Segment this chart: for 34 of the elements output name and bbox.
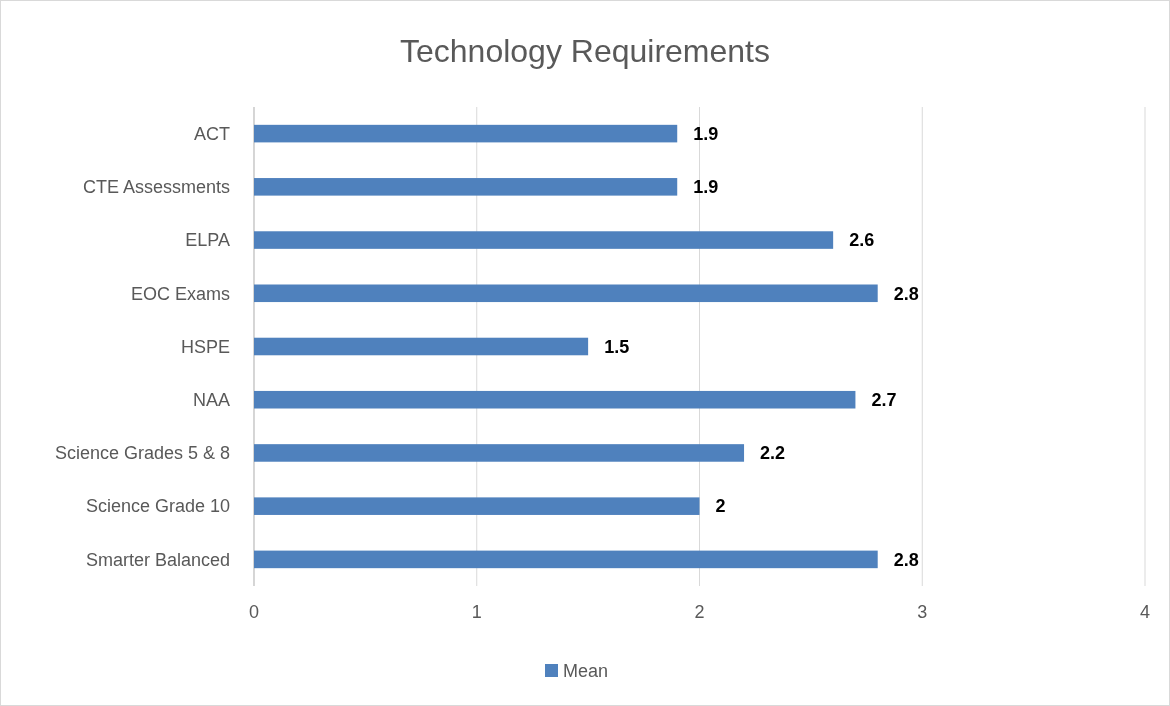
y-tick-label: NAA — [192, 390, 230, 411]
bar — [254, 444, 745, 462]
y-tick-label: EOC Exams — [130, 283, 230, 304]
bar — [254, 497, 700, 515]
chart-title: Technology Requirements — [400, 33, 770, 69]
bar — [254, 390, 856, 409]
y-tick-label: Smarter Balanced — [85, 549, 230, 570]
y-tick-label: Science Grades 5 & 8 — [54, 443, 230, 464]
x-tick-label: 3 — [917, 602, 928, 622]
data-label: 2.2 — [760, 443, 786, 464]
y-tick-label: Science Grade 10 — [85, 496, 230, 517]
y-tick-label: CTE Assessments — [82, 177, 230, 198]
x-tick-label: 1 — [471, 602, 482, 622]
data-label: 2.8 — [893, 549, 919, 570]
y-tick-label: ELPA — [185, 230, 230, 251]
x-tick-label: 2 — [694, 602, 705, 622]
data-label: 1.9 — [693, 123, 719, 144]
legend-label: Mean — [563, 661, 609, 682]
bar — [254, 284, 878, 303]
bar — [254, 178, 678, 196]
data-label: 2.7 — [871, 390, 897, 411]
bar — [254, 337, 589, 356]
bar — [254, 550, 878, 569]
bar — [254, 231, 834, 249]
y-tick-label: HSPE — [180, 336, 230, 357]
data-label: 2.8 — [893, 283, 919, 304]
y-tick-label: ACT — [194, 123, 230, 144]
data-label: 1.9 — [693, 177, 719, 198]
x-tick-label: 4 — [1139, 602, 1151, 622]
x-tick-label: 0 — [248, 602, 260, 622]
data-label: 2 — [715, 496, 726, 517]
bar — [254, 124, 678, 143]
data-label: 2.6 — [849, 230, 875, 251]
data-label: 1.5 — [604, 336, 630, 357]
